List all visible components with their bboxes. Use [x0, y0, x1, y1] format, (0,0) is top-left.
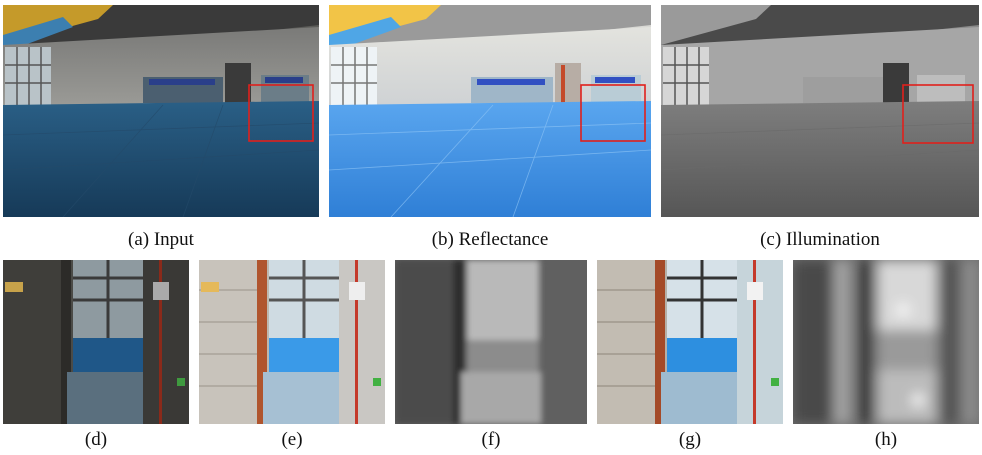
input-image	[3, 5, 319, 217]
caption-f: (f)	[481, 429, 501, 450]
caption-d: (d)	[84, 429, 108, 450]
caption-e: (e)	[281, 429, 303, 450]
caption-a: (a) Input	[128, 229, 194, 250]
caption-c: (c) Illumination	[760, 229, 880, 250]
illumination-image	[661, 5, 979, 217]
crop-result-reflectance-image	[597, 260, 783, 424]
highlight-box	[248, 84, 314, 142]
caption-b: (b) Reflectance	[431, 229, 549, 250]
crop-input-image	[3, 260, 189, 424]
crop-illumination-image	[395, 260, 587, 424]
caption-g: (g)	[678, 429, 702, 450]
crop-reflectance-image	[199, 260, 385, 424]
caption-h: (h)	[874, 429, 898, 450]
highlight-box	[580, 84, 646, 142]
crop-result-illumination-image	[793, 260, 979, 424]
reflectance-image	[329, 5, 651, 217]
highlight-box	[902, 84, 974, 144]
